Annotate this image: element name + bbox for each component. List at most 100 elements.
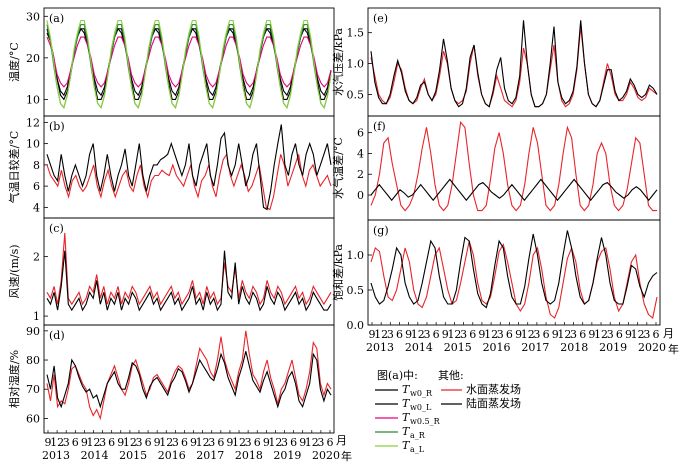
series-e-1 (370, 20, 658, 108)
ytick-label-c-1: 2 (33, 251, 40, 264)
ylabel-g: 饱和差/kPa (331, 244, 345, 301)
xtick-label-d-26: 3 (281, 436, 288, 449)
xtick-label-g-17: 12 (521, 328, 535, 341)
year-label-g-3: 2016 (483, 341, 511, 354)
year-label-g-1: 2014 (405, 341, 433, 354)
x-axis-unit-group: 月 年 月 年 (336, 327, 679, 463)
xtick-label-d-12: 9 (154, 436, 161, 449)
xtick-label-g-9: 12 (447, 328, 461, 341)
xtick-label-d-8: 9 (117, 436, 124, 449)
xtick-label-g-0: 9 (369, 328, 376, 341)
ytick-label-d-2: 80 (26, 354, 40, 367)
ytick-label-f-1: 2 (357, 168, 364, 181)
panel-label-f: (f) (373, 120, 386, 133)
xtick-label-g-26: 3 (607, 328, 614, 341)
xtick-label-g-4: 9 (405, 328, 412, 341)
xtick-label-d-20: 9 (226, 436, 233, 449)
year-label-d-2: 2015 (119, 449, 147, 462)
panel-frame-d (43, 324, 335, 434)
xtick-label-g-7: 6 (433, 328, 440, 341)
panels-layer: (a)102030温度/°C(b)4681012气温日较差/°C(c)12风速/… (7, 7, 666, 462)
ytick-label-e-2: 1.5 (347, 27, 365, 40)
xtick-label-g-14: 3 (497, 328, 504, 341)
series-d-0 (46, 330, 332, 421)
ytick-label-g-2: 1.0 (347, 249, 365, 262)
series-b-0 (46, 152, 332, 211)
xtick-label-d-14: 3 (172, 436, 179, 449)
series-d-1 (46, 351, 332, 409)
ytick-label-e-0: 0.5 (347, 88, 365, 101)
xtick-label-d-25: 12 (268, 436, 282, 449)
xtick-label-d-23: 6 (254, 436, 261, 449)
ytick-label-d-3: 90 (26, 325, 40, 338)
xtick-label-d-9: 12 (123, 436, 137, 449)
panel-frame-f (367, 115, 661, 221)
xtick-label-d-18: 3 (208, 436, 215, 449)
xtick-label-g-8: 9 (442, 328, 449, 341)
legend-other-label-0: 水面蒸发场 (466, 382, 521, 396)
xtick-label-d-3: 6 (72, 436, 79, 449)
xtick-label-d-15: 6 (181, 436, 188, 449)
xtick-label-g-25: 12 (594, 328, 608, 341)
xtick-label-g-16: 9 (515, 328, 522, 341)
xtick-label-d-13: 12 (159, 436, 173, 449)
ytick-label-a-1: 20 (26, 52, 40, 65)
xtick-label-d-21: 12 (232, 436, 246, 449)
panel-label-b: (b) (49, 120, 65, 133)
year-label-g-2: 2015 (444, 341, 472, 354)
x-axis-unit-left-month: 月 (336, 434, 347, 447)
xtick-label-g-19: 6 (543, 328, 550, 341)
xtick-label-g-22: 3 (570, 328, 577, 341)
xtick-label-d-29: 12 (305, 436, 319, 449)
legend-a-label-4: T (402, 439, 411, 452)
ytick-label-f-0: 0 (357, 189, 364, 202)
ytick-label-g-1: 0.5 (347, 284, 365, 297)
legend-a-label-0: T (402, 383, 411, 396)
xtick-label-d-7: 6 (108, 436, 115, 449)
year-label-g-4: 2017 (521, 341, 549, 354)
year-label-d-1: 2014 (81, 449, 109, 462)
year-label-d-6: 2019 (273, 449, 301, 462)
xtick-label-g-15: 6 (506, 328, 513, 341)
ylabel-a: 温度/°C (7, 42, 21, 82)
xtick-label-g-1: 12 (374, 328, 388, 341)
xtick-label-g-23: 6 (579, 328, 586, 341)
xtick-label-d-22: 3 (245, 436, 252, 449)
panel-label-d: (d) (49, 329, 65, 342)
panel-label-e: (e) (373, 12, 388, 25)
series-c-1 (46, 250, 332, 312)
xtick-label-d-24: 9 (263, 436, 270, 449)
year-label-d-3: 2016 (158, 449, 186, 462)
ylabel-b: 气温日较差/°C (7, 131, 21, 204)
ytick-label-a-2: 30 (26, 10, 40, 23)
legend-a-label-1: T (402, 397, 411, 410)
ytick-label-b-3: 10 (26, 138, 40, 151)
ylabel-c: 风速/(m/s) (8, 244, 21, 298)
xtick-label-g-5: 12 (411, 328, 425, 341)
ylabel-e: 水汽压差/kPa (331, 28, 345, 96)
xtick-label-g-29: 12 (631, 328, 645, 341)
ytick-label-b-2: 8 (33, 159, 40, 172)
xtick-label-g-24: 9 (588, 328, 595, 341)
ytick-label-d-0: 60 (26, 412, 40, 425)
xtick-label-g-2: 3 (387, 328, 394, 341)
year-label-g-0: 2013 (366, 341, 394, 354)
legend-a-sub-2: w0.5_R (410, 417, 441, 426)
xtick-label-g-6: 3 (423, 328, 430, 341)
ylabel-d: 相对湿度/% (7, 350, 21, 408)
xtick-label-d-16: 9 (190, 436, 197, 449)
ytick-label-b-1: 6 (33, 180, 40, 193)
series-b-1 (46, 124, 332, 211)
series-e-0 (370, 26, 658, 108)
xtick-label-g-13: 12 (484, 328, 498, 341)
series-f-1 (370, 178, 658, 202)
xtick-label-d-11: 6 (145, 436, 152, 449)
x-axis-unit-right-year: 年 (668, 342, 679, 356)
ytick-label-b-4: 12 (26, 116, 40, 129)
series-a-4 (46, 19, 332, 109)
ytick-label-f-2: 4 (357, 147, 364, 160)
xtick-label-d-31: 6 (327, 436, 334, 449)
ytick-label-f-3: 6 (357, 127, 364, 140)
xtick-label-d-17: 12 (196, 436, 210, 449)
